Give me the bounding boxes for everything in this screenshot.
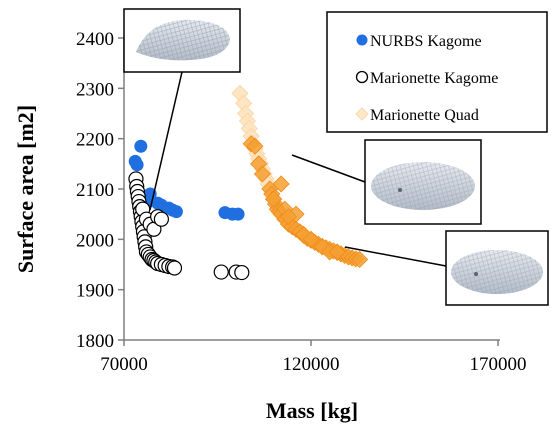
data-point: [130, 158, 144, 172]
data-point: [134, 139, 148, 153]
y-tick-label: 1800: [76, 331, 114, 352]
x-ticks: 70000 120000 170000: [100, 340, 527, 375]
y-tick-label: 1900: [76, 281, 114, 302]
data-point: [302, 230, 320, 248]
y-tick-label: 2400: [76, 29, 114, 50]
data-point: [253, 165, 271, 183]
series-marionette-quad: [231, 84, 369, 269]
legend-marker-nurbs-kagome: [356, 34, 368, 46]
data-point: [231, 207, 245, 221]
series-marionette-kagome: [128, 171, 250, 281]
callout-line-quad-upper: [291, 154, 366, 183]
shell-thumbnail-top: [123, 8, 241, 73]
callout-line-nurbs: [149, 71, 183, 211]
legend-label-marionette-kagome: Marionette Kagome: [370, 70, 498, 87]
shell-thumbnail-middle: [364, 139, 482, 225]
y-axis-title: Surface area [m2]: [13, 105, 38, 273]
y-tick-label: 2100: [76, 180, 114, 201]
data-point: [265, 190, 283, 208]
data-point: [351, 250, 369, 269]
y-tick-label: 2000: [76, 230, 114, 251]
y-tick-label: 2200: [76, 130, 114, 151]
data-point: [169, 205, 183, 219]
legend-marker-marionette-kagome: [355, 70, 369, 84]
data-point: [328, 243, 346, 261]
x-tick-label: 170000: [470, 354, 527, 375]
x-tick-label: 70000: [100, 354, 148, 375]
legend-marker-marionette-quad: [355, 107, 369, 121]
data-point: [153, 211, 169, 227]
y-tick-label: 2300: [76, 79, 114, 100]
callout-line-quad-lower: [344, 246, 447, 267]
data-point: [166, 260, 183, 276]
x-tick-label: 120000: [283, 354, 340, 375]
legend: NURBS Kagome Marionette Kagome Marionett…: [326, 11, 548, 133]
x-axis-title: Mass [kg]: [266, 398, 358, 423]
data-point: [272, 175, 290, 193]
shell-thumbnail-bottom: [445, 230, 549, 306]
legend-label-nurbs-kagome: NURBS Kagome: [370, 33, 482, 50]
data-point: [246, 137, 264, 155]
data-point: [234, 264, 250, 281]
data-point: [213, 264, 229, 280]
legend-label-marionette-quad: Marionette Quad: [370, 107, 479, 124]
y-ticks: 1800 1900 2000 2100 2200 2300 2400: [76, 29, 124, 352]
data-point: [279, 208, 298, 226]
